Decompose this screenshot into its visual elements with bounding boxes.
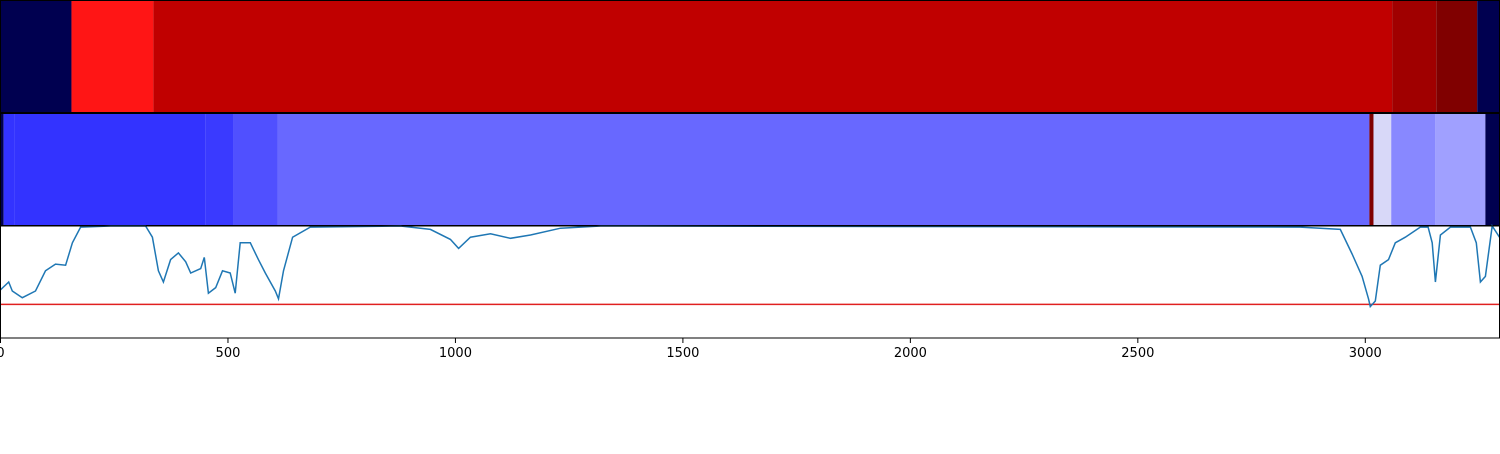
x-tick-label: 1000 bbox=[439, 346, 472, 361]
segment bbox=[1369, 113, 1374, 226]
x-tick-label: 2500 bbox=[1121, 346, 1154, 361]
segment bbox=[1391, 113, 1436, 226]
segment bbox=[153, 0, 1393, 113]
segment bbox=[1435, 113, 1486, 226]
x-tick-label: 0 bbox=[0, 346, 5, 361]
segment bbox=[1485, 113, 1500, 226]
segment bbox=[1392, 0, 1437, 113]
segment bbox=[0, 0, 72, 113]
segment bbox=[3, 113, 15, 226]
segment bbox=[233, 113, 278, 226]
x-tick-label: 3000 bbox=[1349, 346, 1382, 361]
segment bbox=[277, 113, 1370, 226]
segment bbox=[14, 113, 206, 226]
segment bbox=[1436, 0, 1478, 113]
segment bbox=[1477, 0, 1500, 113]
segment bbox=[205, 113, 234, 226]
x-tick-label: 500 bbox=[216, 346, 241, 361]
x-tick-label: 1500 bbox=[666, 346, 699, 361]
data-line bbox=[0, 223, 1500, 309]
x-tick-label: 2000 bbox=[894, 346, 927, 361]
segment bbox=[0, 113, 4, 226]
segment bbox=[71, 0, 154, 113]
panel-frame bbox=[0, 225, 1500, 339]
segment bbox=[1373, 113, 1392, 226]
